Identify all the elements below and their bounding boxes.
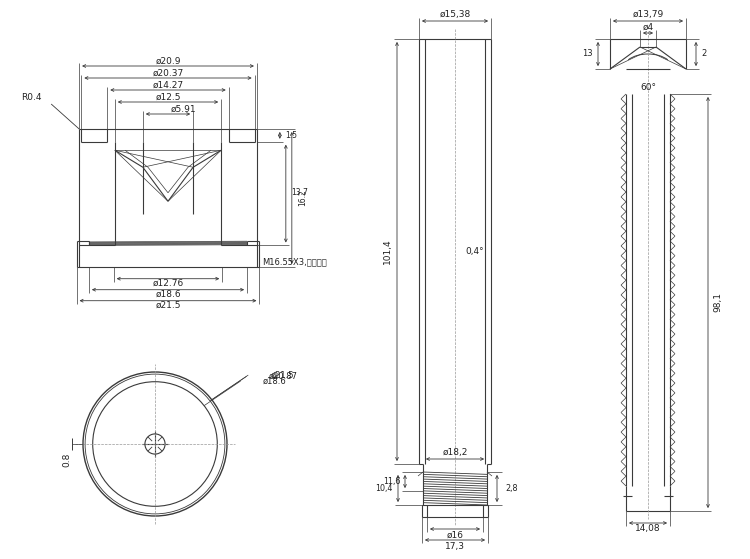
Text: ø16: ø16 bbox=[446, 530, 464, 539]
Text: ø18.6: ø18.6 bbox=[155, 290, 181, 299]
Text: ø14.27: ø14.27 bbox=[152, 80, 184, 89]
Text: ø20.87: ø20.87 bbox=[268, 372, 298, 381]
Text: 10,4: 10,4 bbox=[376, 484, 393, 493]
Text: ø15,38: ø15,38 bbox=[440, 10, 471, 18]
Text: 98,1: 98,1 bbox=[713, 292, 722, 312]
Text: 16.2: 16.2 bbox=[298, 190, 307, 206]
Text: ø12.76: ø12.76 bbox=[152, 279, 184, 288]
Text: 14,08: 14,08 bbox=[635, 524, 661, 533]
Text: ø20.37: ø20.37 bbox=[152, 69, 184, 78]
Text: 0.8: 0.8 bbox=[62, 453, 71, 467]
Text: M16.55X3,双头螺丝: M16.55X3,双头螺丝 bbox=[262, 257, 327, 266]
Text: 11,6: 11,6 bbox=[383, 477, 401, 486]
Text: ø21.5: ø21.5 bbox=[270, 371, 294, 380]
Text: ø12.5: ø12.5 bbox=[155, 92, 181, 102]
Text: 13.7: 13.7 bbox=[291, 188, 308, 197]
Text: 60°: 60° bbox=[640, 83, 656, 92]
Text: ø21.5: ø21.5 bbox=[155, 301, 181, 310]
Text: ø13,79: ø13,79 bbox=[632, 10, 664, 18]
Text: 0,4°: 0,4° bbox=[466, 247, 484, 256]
Text: 2: 2 bbox=[701, 50, 706, 59]
Text: 2,8: 2,8 bbox=[505, 484, 518, 493]
Text: R0.4: R0.4 bbox=[21, 92, 41, 102]
Text: ø18,2: ø18,2 bbox=[442, 448, 468, 457]
Text: ø5.91: ø5.91 bbox=[170, 105, 196, 113]
Text: ø18.6: ø18.6 bbox=[262, 377, 286, 386]
Text: 1.5: 1.5 bbox=[285, 131, 297, 140]
Text: 101,4: 101,4 bbox=[382, 239, 392, 264]
Text: ø20.9: ø20.9 bbox=[155, 56, 181, 65]
Text: 17,3: 17,3 bbox=[445, 542, 465, 551]
Text: ø4: ø4 bbox=[643, 22, 653, 31]
Text: 13: 13 bbox=[582, 50, 593, 59]
